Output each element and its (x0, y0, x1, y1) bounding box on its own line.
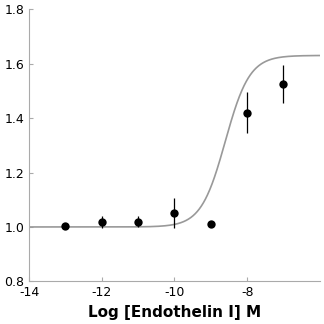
X-axis label: Log [Endothelin I] M: Log [Endothelin I] M (88, 305, 261, 320)
